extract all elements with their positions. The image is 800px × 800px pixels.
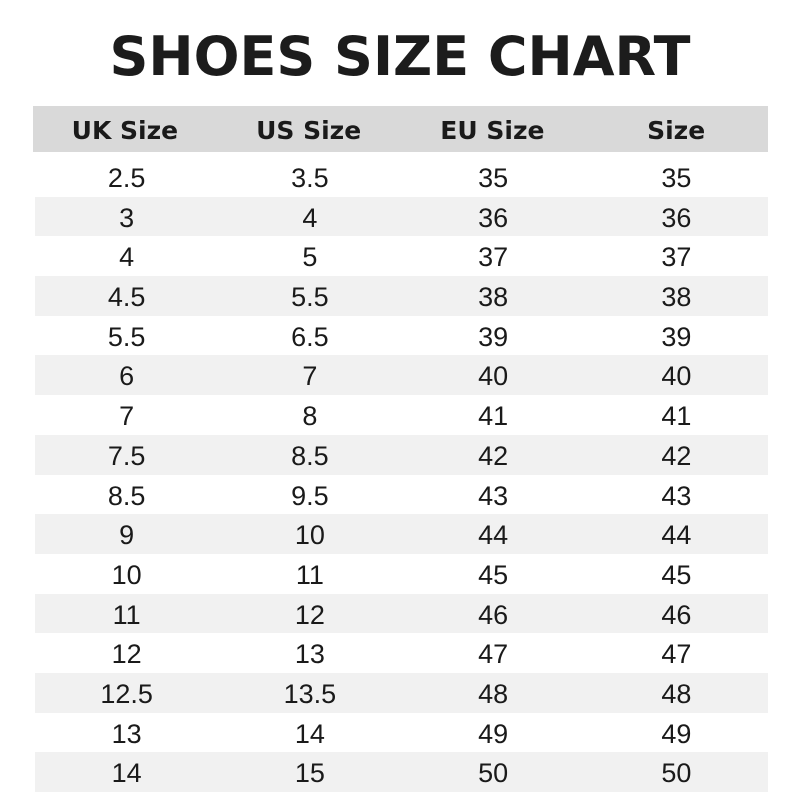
table-row: 14 15 50 50 (35, 752, 768, 792)
table-cell: 40 (478, 361, 509, 392)
table-cell: 41 (478, 401, 509, 432)
table-cell: 50 (661, 758, 692, 789)
table-cell: 37 (661, 242, 692, 273)
header-uk-size: UK Size (71, 116, 179, 145)
table-row: 4 5 37 37 (35, 236, 768, 276)
table-row: 8.5 9.5 43 43 (35, 475, 768, 515)
table-cell: 4 (119, 242, 135, 273)
table-cell: 3 (119, 202, 135, 233)
table-row: 7 8 41 41 (35, 395, 768, 435)
table-cell: 44 (661, 520, 692, 551)
table-cell: 7.5 (107, 440, 146, 471)
table-row: 9 10 44 44 (35, 514, 768, 554)
table-cell: 35 (661, 163, 692, 193)
page-title: SHOES SIZE CHART (109, 25, 691, 88)
table-cell: 14 (111, 758, 142, 789)
table-cell: 2.5 (107, 163, 146, 193)
table-cell: 45 (478, 559, 509, 590)
table-cell: 8 (302, 401, 318, 432)
table-cell: 45 (661, 559, 692, 590)
table-row: 12 13 47 47 (35, 633, 768, 673)
table-cell: 13 (294, 639, 325, 670)
table-cell: 43 (478, 480, 509, 511)
table-cell: 8.5 (291, 440, 329, 471)
table-cell: 12 (111, 639, 142, 670)
table-cell: 4.5 (107, 282, 146, 313)
table-cell: 39 (661, 321, 692, 352)
table-row: 7.5 8.5 42 42 (35, 434, 768, 475)
table-cell: 40 (661, 361, 692, 392)
table-cell: 11 (295, 559, 324, 590)
table-cell: 36 (661, 202, 692, 233)
table-cell: 4 (302, 202, 318, 233)
table-cell: 12.5 (100, 678, 153, 709)
table-cell: 38 (661, 282, 692, 313)
table-cell: 43 (661, 480, 692, 511)
table-cell: 50 (478, 758, 509, 789)
table-row: 2.5 3.5 35 35 (35, 157, 768, 197)
table-row: 5.5 6.5 39 39 (35, 316, 768, 356)
table-cell: 12 (294, 599, 325, 630)
table-cell: 6.5 (291, 321, 329, 352)
table-cell: 15 (294, 758, 325, 789)
table-cell: 9.5 (291, 480, 329, 511)
table-cell: 13.5 (283, 678, 337, 709)
table-cell: 36 (478, 202, 509, 233)
header-size: Size (647, 116, 706, 145)
table-cell: 47 (661, 639, 692, 670)
table-cell: 46 (478, 599, 509, 630)
table-cell: 8.5 (107, 480, 146, 511)
table-cell: 3.5 (291, 163, 329, 193)
table-cell: 47 (478, 639, 509, 670)
table-cell: 14 (294, 718, 325, 749)
table-cell: 46 (661, 599, 692, 630)
table-header: UK Size US Size EU Size Size (33, 106, 768, 152)
header-eu-size: EU Size (440, 116, 545, 145)
table-row: 3 4 36 36 (35, 196, 768, 237)
table-cell: 7 (119, 401, 135, 432)
table-cell: 37 (478, 242, 509, 273)
table-cell: 48 (661, 678, 692, 709)
table-cell: 41 (661, 401, 692, 432)
table-row: 12.5 13.5 48 48 (35, 672, 768, 713)
table-cell: 13 (111, 718, 142, 749)
table-cell: 39 (478, 321, 509, 352)
table-row: 4.5 5.5 38 38 (35, 276, 768, 316)
table-cell: 44 (478, 520, 509, 551)
table-cell: 6 (119, 361, 135, 392)
table-body: 2.5 3.5 35 35 3 4 36 36 4 5 37 37 4.5 5.5 38 38 5.5 6.5 39… (35, 157, 768, 792)
table-cell: 10 (111, 559, 142, 590)
table-cell: 5.5 (107, 321, 146, 352)
table-row: 10 11 45 45 (35, 554, 768, 594)
table-cell: 7 (302, 361, 318, 392)
table-cell: 49 (478, 718, 509, 749)
table-cell: 5.5 (291, 282, 329, 313)
table-cell: 42 (661, 440, 692, 471)
header-us-size: US Size (256, 116, 362, 145)
table-cell: 11 (112, 599, 141, 630)
table-row: 13 14 49 49 (35, 713, 768, 753)
table-cell: 48 (478, 678, 509, 709)
table-cell: 5 (302, 242, 318, 273)
table-cell: 49 (661, 718, 692, 749)
table-cell: 42 (478, 440, 509, 471)
table-row: 11 12 46 46 (35, 593, 768, 634)
table-cell: 35 (478, 163, 509, 193)
table-cell: 10 (294, 520, 325, 551)
table-cell: 9 (119, 520, 135, 551)
table-cell: 38 (478, 282, 509, 313)
table-row: 6 7 40 40 (35, 355, 768, 396)
